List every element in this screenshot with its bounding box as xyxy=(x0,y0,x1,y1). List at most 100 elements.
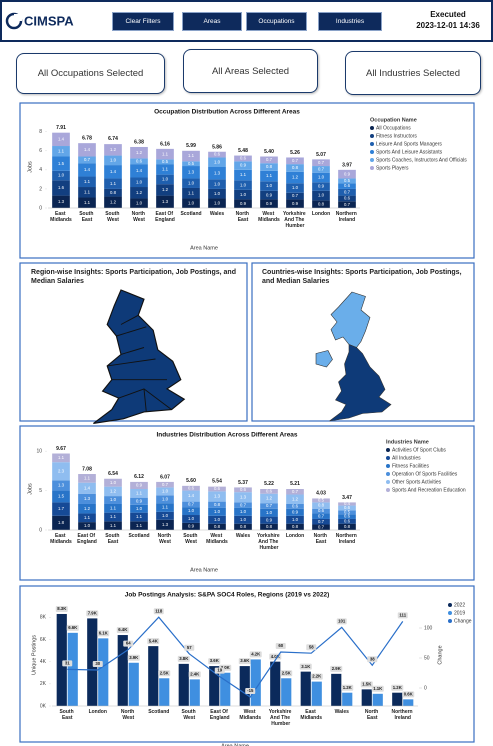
data-label: 0.8 xyxy=(292,165,299,170)
data-label: 5.4K xyxy=(149,638,159,643)
bar-segment xyxy=(260,163,278,171)
data-label: 0.9 xyxy=(136,483,143,488)
bar-segment xyxy=(52,490,70,503)
bar xyxy=(159,678,170,706)
bar-segment xyxy=(78,187,96,198)
data-label: 0.6K xyxy=(404,691,414,696)
data-label: 1.5 xyxy=(58,494,65,499)
data-label: 0.6 xyxy=(188,485,195,490)
data-label: 1.0 xyxy=(162,177,169,182)
bar-segment xyxy=(156,174,174,185)
legend-swatch xyxy=(386,456,390,460)
y-tick-label: 8K xyxy=(40,615,47,621)
data-label: 1.3 xyxy=(58,483,65,488)
industries-button[interactable]: Industries xyxy=(318,12,382,31)
bar-segment xyxy=(338,502,356,506)
data-label: 1.1 xyxy=(136,523,143,528)
x-tick-label: Northern Ireland xyxy=(336,211,359,223)
y-tick-label: 5 xyxy=(39,488,42,494)
data-label: 0.6 xyxy=(318,508,325,513)
bar-segment xyxy=(338,523,356,530)
bar-segment xyxy=(104,486,122,497)
data-label: 1.4 xyxy=(84,147,91,152)
areas-button[interactable]: Areas xyxy=(182,12,242,31)
area-filter[interactable]: All Areas Selected xyxy=(183,49,318,93)
y2-tick-label: 50 xyxy=(424,655,430,661)
bar xyxy=(87,618,98,706)
y-tick-label: 6 xyxy=(39,148,42,154)
bar-segment xyxy=(78,156,96,164)
industry-filter[interactable]: All Industries Selected xyxy=(345,51,481,95)
bar-segment xyxy=(286,171,304,184)
occupation-filter[interactable]: All Occupations Selected xyxy=(16,53,165,94)
total-label: 6.54 xyxy=(108,471,118,477)
data-label: 1.1 xyxy=(188,190,195,195)
data-label: 1.3 xyxy=(162,199,169,204)
data-label: 0.6 xyxy=(344,514,351,519)
data-label: 0.9 xyxy=(240,163,247,168)
bar-segment xyxy=(182,507,200,516)
bar-segment xyxy=(104,512,122,522)
occupations-button[interactable]: Occupations xyxy=(246,12,307,31)
bar-segment xyxy=(156,519,174,530)
data-label: 6.1K xyxy=(99,631,109,636)
data-label: 1.0 xyxy=(240,517,247,522)
bar-segment xyxy=(182,178,200,188)
bar xyxy=(239,666,250,706)
data-label: 3.1K xyxy=(301,664,311,669)
data-label: 1.0 xyxy=(240,192,247,197)
x-tick-label: West Midlands xyxy=(239,709,261,721)
data-label: 1.0 xyxy=(214,191,221,196)
data-label: 1.0 xyxy=(136,200,143,205)
bar-segment xyxy=(52,195,70,208)
y-axis-label: Unique Postings xyxy=(31,635,37,675)
bar-segment xyxy=(52,462,70,481)
bar-segment xyxy=(78,503,96,514)
x-axis-label: Area Name xyxy=(221,743,249,746)
label-bg xyxy=(184,644,195,651)
data-label: 3.9K xyxy=(129,655,139,660)
bar-segment xyxy=(312,508,330,514)
bar-segment xyxy=(234,515,252,524)
data-label: 1.3 xyxy=(240,494,247,499)
bar-segment xyxy=(312,498,330,503)
bar-segment xyxy=(260,489,278,494)
total-label: 5.60 xyxy=(186,478,196,484)
data-label: 1.4 xyxy=(84,167,91,172)
data-label: 111 xyxy=(399,613,406,618)
clear-filters-button[interactable]: Clear Filters xyxy=(112,12,174,31)
bar-segment xyxy=(286,157,304,165)
x-tick-label: East Of England xyxy=(77,533,97,545)
legend-swatch xyxy=(370,134,374,138)
data-label: 1.2 xyxy=(84,506,91,511)
label-bg xyxy=(245,688,256,694)
x-tick-label: West Midlands xyxy=(258,211,280,223)
bar-segment xyxy=(182,150,200,162)
data-label: 1.0 xyxy=(292,185,299,190)
bar-segment xyxy=(312,159,330,167)
bar-segment xyxy=(156,184,174,196)
bar-segment xyxy=(260,156,278,164)
data-label: 0.8 xyxy=(110,190,117,195)
logo-text: CIMSPA xyxy=(24,13,74,28)
bar-segment xyxy=(286,199,304,208)
legend-label: Sports Players xyxy=(376,165,409,171)
legend-label: Operation Of Sports Facilities xyxy=(392,471,458,477)
bar-segment xyxy=(52,502,70,516)
bar-segment xyxy=(234,189,252,200)
x-tick-label: East Of England xyxy=(155,211,175,223)
legend-swatch xyxy=(386,480,390,484)
data-label: 0.7 xyxy=(240,502,247,507)
label-bg xyxy=(280,670,293,677)
label-bg xyxy=(360,681,373,688)
bar-segment xyxy=(234,169,252,181)
total-label: 7.08 xyxy=(82,467,92,473)
data-label: 0.7 xyxy=(318,524,325,529)
label-bg xyxy=(55,605,68,612)
bar-segment xyxy=(182,490,200,502)
bar-segment xyxy=(156,164,174,175)
legend-label: Activities Of Sport Clubs xyxy=(392,447,446,453)
data-label: 1.0 xyxy=(84,523,91,528)
data-label: 0.7 xyxy=(318,513,325,518)
